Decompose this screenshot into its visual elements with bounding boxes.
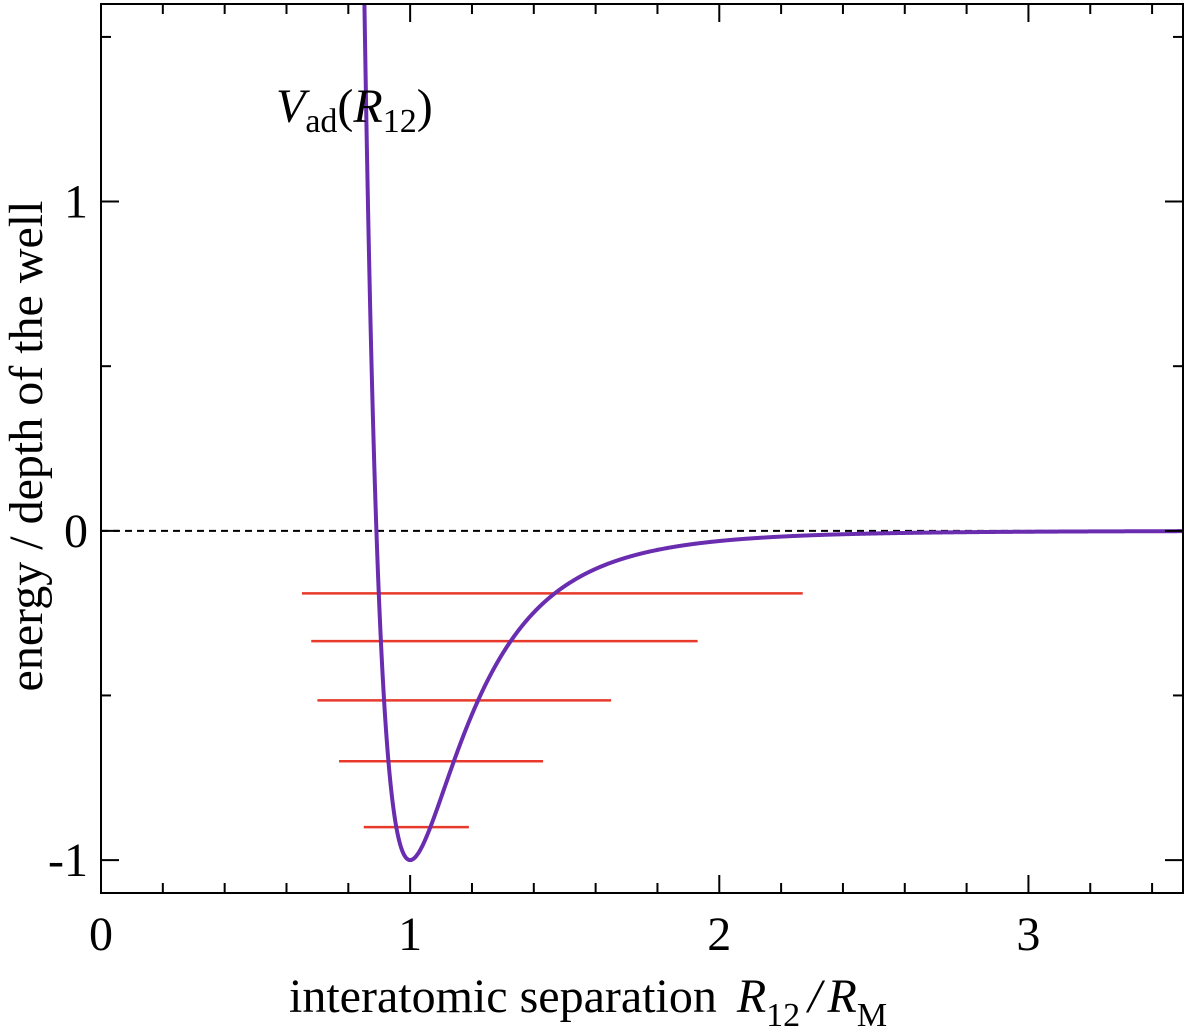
potential-curve (362, 4, 1183, 863)
y-tick-label: -1 (48, 834, 88, 887)
plot-layer (101, 4, 1183, 863)
x-tick-label: 2 (707, 908, 731, 961)
curve-group (362, 4, 1183, 863)
tick-layer: 0 1 2 3-101 (48, 3, 1184, 961)
x-tick-label: 3 (1016, 908, 1040, 961)
plot-frame (100, 3, 1184, 894)
curve-label: Vad(R12) (276, 80, 433, 140)
x-tick-label: 1 (398, 908, 422, 961)
x-axis-label: interatomic separation R12/RM (289, 970, 887, 1034)
x-tick-label: 0 (89, 908, 113, 961)
y-tick-label: 0 (64, 505, 88, 558)
y-axis-label: energy / depth of the well (0, 201, 53, 692)
y-tick-label: 1 (64, 176, 88, 229)
